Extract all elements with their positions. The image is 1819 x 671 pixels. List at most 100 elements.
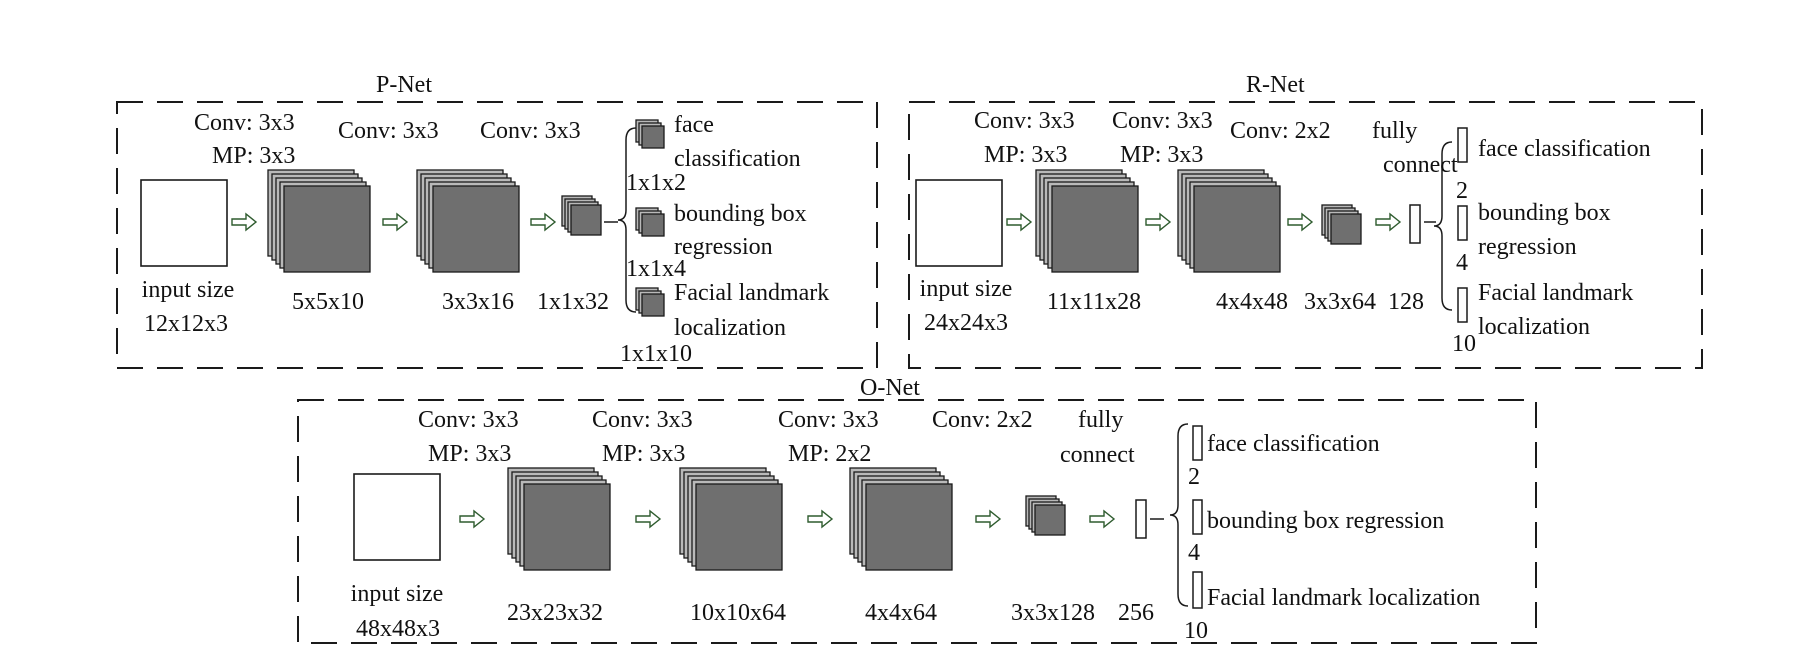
pnet-out-face-label: face (674, 112, 714, 138)
onet-layer3-stack-slice-5 (865, 483, 953, 571)
pnet-layer1-stack-slice-5 (283, 185, 371, 273)
pnet-out-face-dim: 1x1x2 (626, 170, 686, 196)
rnet-layer2-conv-label: Conv: 3x3 (1112, 108, 1213, 134)
rnet-fc-bar (1409, 204, 1421, 244)
pnet-out-bbox-cube-slice-3 (641, 213, 665, 237)
pnet-input-label: input size (142, 277, 235, 303)
onet-out-bbox-bar (1192, 499, 1203, 535)
pnet-out-face-label-2: classification (674, 146, 801, 172)
pnet-layer3-conv-label: Conv: 3x3 (480, 118, 581, 144)
onet-dim-2: 10x10x64 (690, 600, 786, 626)
rnet-arrow-1 (1006, 212, 1033, 232)
onet-out-face-dim: 2 (1188, 464, 1200, 490)
onet-section: O-Net Conv: 3x3 MP: 3x3 Conv: 3x3 MP: 3x… (351, 375, 1481, 644)
rnet-dim-1: 11x11x28 (1047, 289, 1141, 315)
pnet-arrow-3 (530, 212, 557, 232)
onet-fc-bar (1135, 499, 1147, 539)
rnet-input-label: input size (920, 276, 1013, 302)
onet-dim-3: 4x4x64 (865, 600, 937, 626)
diagram-shapes (116, 101, 1703, 644)
onet-out-landmark-dim: 10 (1184, 618, 1208, 644)
pnet-dim-3: 1x1x32 (537, 289, 609, 315)
onet-arrow-2 (635, 509, 662, 529)
onet-dim-5: 256 (1118, 600, 1154, 626)
rnet-out-face-dim: 2 (1456, 178, 1468, 204)
onet-layer1-conv-label: Conv: 3x3 (418, 407, 519, 433)
pnet-out-bbox-label: bounding box (674, 201, 807, 227)
rnet-layer1-stack-slice-5 (1051, 185, 1139, 273)
rnet-out-landmark-dim: 10 (1452, 331, 1476, 357)
rnet-out-bbox-label: bounding box (1478, 200, 1611, 226)
rnet-dim-4: 128 (1388, 289, 1424, 315)
onet-frame (297, 399, 1537, 644)
pnet-arrow-2 (382, 212, 409, 232)
onet-out-face-bar (1192, 425, 1203, 461)
rnet-arrow-2 (1145, 212, 1172, 232)
onet-layer4-conv-label: Conv: 2x2 (932, 407, 1033, 433)
pnet-dim-1: 5x5x10 (292, 289, 364, 315)
onet-arrow-5 (1089, 509, 1116, 529)
pnet-out-landmark-label-2: localization (674, 315, 786, 341)
rnet-out-landmark-label: Facial landmark (1478, 280, 1633, 306)
onet-layer4-stack-slice-4 (1034, 504, 1066, 536)
onet-arrow-1 (459, 509, 486, 529)
pnet-input-box (140, 179, 228, 267)
onet-fc-label-2: connect (1060, 442, 1135, 468)
pnet-section: P-Net Conv: 3x3 MP: 3x3 Conv: 3x3 Conv: … (142, 72, 830, 367)
rnet-out-bbox-bar (1457, 205, 1468, 241)
rnet-out-bbox-label-2: regression (1478, 234, 1577, 260)
rnet-out-face-bar (1457, 127, 1468, 163)
rnet-layer2-stack-slice-5 (1193, 185, 1281, 273)
rnet-input-box (915, 179, 1003, 267)
onet-out-face-label: face classification (1207, 431, 1380, 457)
rnet-layer2-mp-label: MP: 3x3 (1120, 142, 1203, 168)
pnet-out-landmark-label: Facial landmark (674, 280, 829, 306)
rnet-frame (908, 101, 1703, 369)
onet-out-bbox-label: bounding box regression (1207, 508, 1444, 534)
onet-layer2-conv-label: Conv: 3x3 (592, 407, 693, 433)
rnet-out-landmark-bar (1457, 287, 1468, 323)
rnet-arrow-3 (1287, 212, 1314, 232)
rnet-fc-label-2: connect (1383, 152, 1458, 178)
onet-arrow-3 (807, 509, 834, 529)
onet-layer3-conv-label: Conv: 3x3 (778, 407, 879, 433)
onet-dim-4: 3x3x128 (1011, 600, 1095, 626)
onet-out-landmark-bar (1192, 571, 1203, 609)
rnet-fc-label-1: fully (1372, 118, 1417, 144)
onet-out-bbox-dim: 4 (1188, 540, 1200, 566)
onet-input-label: input size (351, 581, 444, 607)
pnet-out-landmark-cube-slice-3 (641, 293, 665, 317)
rnet-layer3-conv-label: Conv: 2x2 (1230, 118, 1331, 144)
rnet-out-bbox-dim: 4 (1456, 250, 1468, 276)
onet-input-box (353, 473, 441, 561)
onet-dim-1: 23x23x32 (507, 600, 603, 626)
rnet-output-brace (1433, 141, 1453, 311)
rnet-section: R-Net Conv: 3x3 MP: 3x3 Conv: 3x3 MP: 3x… (920, 72, 1651, 357)
pnet-title: P-Net (376, 72, 432, 98)
onet-title: O-Net (860, 375, 920, 401)
rnet-title: R-Net (1246, 72, 1305, 98)
onet-arrow-4 (975, 509, 1002, 529)
pnet-input-size: 12x12x3 (144, 311, 228, 337)
rnet-layer1-conv-label: Conv: 3x3 (974, 108, 1075, 134)
onet-out-landmark-label: Facial landmark localization (1207, 585, 1480, 611)
onet-fc-label-1: fully (1078, 407, 1123, 433)
pnet-layer1-conv-label: Conv: 3x3 (194, 110, 295, 136)
onet-layer2-stack-slice-5 (695, 483, 783, 571)
onet-output-brace (1169, 423, 1189, 607)
pnet-out-landmark-dim: 1x1x10 (620, 341, 692, 367)
pnet-layer2-stack-slice-5 (432, 185, 520, 273)
rnet-layer3-stack-slice-4 (1330, 213, 1362, 245)
pnet-layer3-stack-slice-4 (570, 204, 602, 236)
pnet-out-face-cube-slice-3 (641, 125, 665, 149)
pnet-out-bbox-label-2: regression (674, 234, 773, 260)
rnet-arrow-4 (1375, 212, 1402, 232)
rnet-out-face-label: face classification (1478, 136, 1651, 162)
pnet-output-brace (617, 127, 637, 313)
pnet-dim-2: 3x3x16 (442, 289, 514, 315)
onet-layer1-stack-slice-5 (523, 483, 611, 571)
pnet-arrow-1 (231, 212, 258, 232)
onet-layer3-mp-label: MP: 2x2 (788, 441, 871, 467)
onet-layer2-mp-label: MP: 3x3 (602, 441, 685, 467)
